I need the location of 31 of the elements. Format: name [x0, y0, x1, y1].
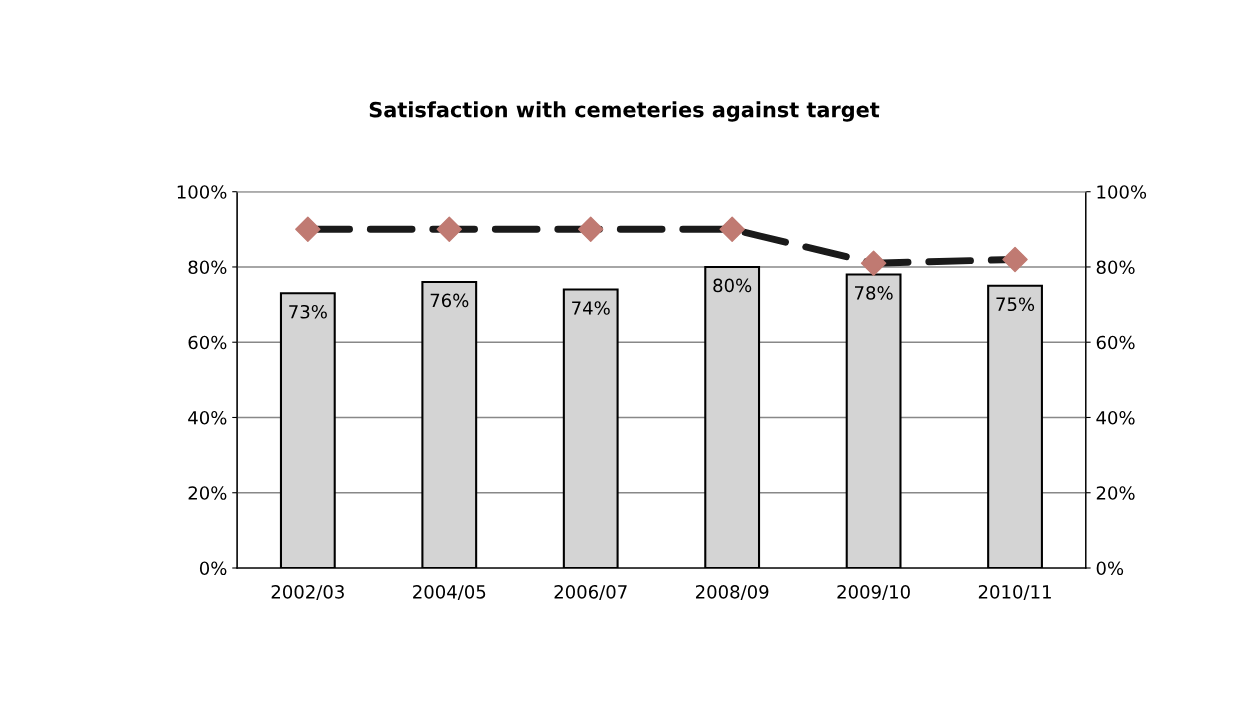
y2-tick-label: 60%	[1096, 335, 1135, 350]
data-label: 78%	[855, 286, 893, 300]
point	[295, 216, 321, 243]
data-label: 74%	[572, 301, 610, 315]
x-tick-label: 2002/03	[271, 584, 344, 601]
x-tick-label: 2004/05	[413, 584, 486, 601]
chart-title: Satisfaction with cemeteries against target	[369, 101, 880, 122]
x-tick-label: 2006/07	[554, 584, 627, 601]
y2-tick-label: 0%	[1096, 561, 1124, 576]
x-tick-label: 2009/10	[837, 584, 910, 601]
y-tick-label: 0%	[199, 561, 227, 576]
x-tick-label: 2010/11	[978, 584, 1051, 601]
point	[577, 216, 604, 243]
y-tick-label: 100%	[177, 185, 227, 199]
point	[436, 216, 463, 243]
data-label: 75%	[996, 297, 1035, 312]
point	[1002, 246, 1028, 273]
y-tick-label: 60%	[188, 335, 227, 350]
x-tick-label: 2008/09	[695, 584, 769, 601]
data-label: 76%	[430, 293, 469, 308]
y2-tick-label: 20%	[1096, 486, 1135, 500]
data-label: 73%	[289, 304, 327, 319]
point	[719, 216, 745, 243]
y-tick-label: 40%	[188, 410, 227, 425]
y2-tick-label: 80%	[1096, 260, 1135, 275]
point	[860, 250, 887, 276]
y2-tick-label: 100%	[1097, 185, 1147, 199]
data-label: 80%	[713, 278, 752, 293]
y2-tick-label: 40%	[1096, 410, 1135, 425]
y-tick-label: 80%	[188, 260, 227, 275]
y-tick-label: 20%	[188, 486, 227, 500]
